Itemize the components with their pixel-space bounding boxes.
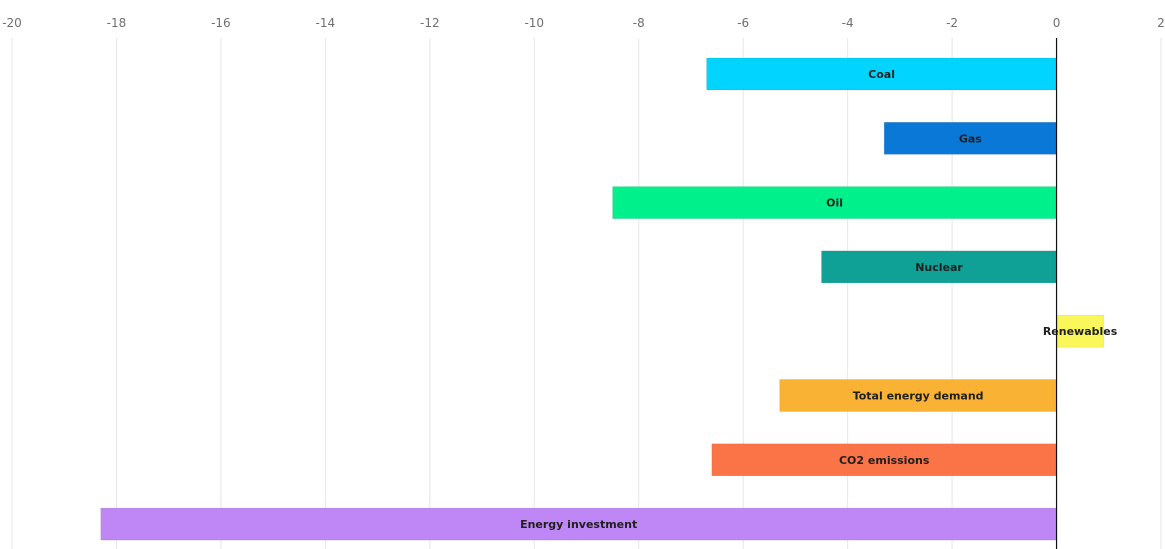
bar-coal [706,57,1057,91]
x-tick-label: -16 [211,16,231,30]
x-tick-label: -6 [737,16,749,30]
bar-label-co2-emissions: CO2 emissions [839,454,930,467]
x-tick-label: 2 [1157,16,1165,30]
bar-gas [883,122,1057,155]
x-tick-label: -2 [946,16,958,30]
bar-label-renewables: Renewables [1043,325,1118,338]
bar-nuclear [821,250,1057,284]
bar-total-energy-demand [779,379,1057,412]
x-axis-tick-labels: -20 -18 -16 -14 -12 -10 -8 -6 -4 -2 0 2 [2,16,1165,30]
x-tick-label: -4 [842,16,854,30]
bar-label-nuclear: Nuclear [915,261,963,274]
x-tick-label: 0 [1053,16,1061,30]
bar-label-coal: Coal [868,68,895,81]
bar-oil [612,186,1057,219]
bars [100,57,1104,541]
bar-label-gas: Gas [959,132,982,145]
bar-label-oil: Oil [826,197,843,210]
bar-label-total-energy-demand: Total energy demand [853,390,984,403]
x-tick-label: -18 [107,16,127,30]
bar-co2-emissions [711,443,1057,477]
bar-labels: Coal Gas Oil Nuclear Renewables Total energy … [520,68,1118,531]
x-tick-label: -10 [524,16,544,30]
x-tick-label: -14 [316,16,336,30]
bar-renewables [1056,314,1104,348]
x-tick-label: -20 [2,16,22,30]
x-tick-label: -12 [420,16,440,30]
x-tick-label: -8 [633,16,645,30]
bar-label-energy-investment: Energy investment [520,518,637,531]
